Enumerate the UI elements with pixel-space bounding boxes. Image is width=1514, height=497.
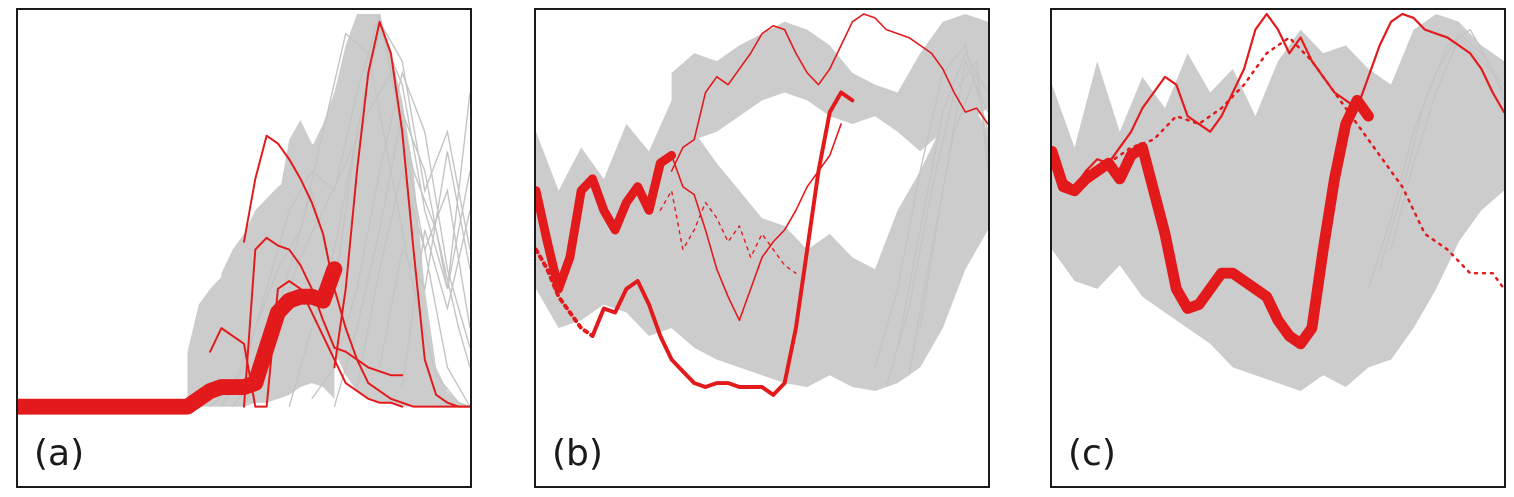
chart-a-context-line-7 xyxy=(356,168,470,388)
chart-a-context-line-5 xyxy=(311,70,470,400)
chart-b-highlight-line-4 xyxy=(670,123,842,322)
chart-b-context-line-4 xyxy=(919,58,988,329)
chart-a-context-line-9 xyxy=(401,210,470,388)
chart-b-context-line-3 xyxy=(908,70,988,376)
chart-a-highlight-line-3 xyxy=(243,236,404,408)
panel-label-c: (c) xyxy=(1068,433,1116,474)
chart-b-highlight-line-5 xyxy=(659,189,797,274)
chart-b-highlight-line-1 xyxy=(536,247,595,338)
chart-a-highlight-line-0 xyxy=(18,261,343,415)
panel-label-b: (b) xyxy=(552,433,603,474)
panel-b: (b) xyxy=(534,8,990,488)
chart-b-highlight-line-3 xyxy=(670,13,988,172)
panel-label-a: (a) xyxy=(34,433,85,474)
chart-b-highlight-line-0 xyxy=(536,150,677,294)
chart-a-highlight-line-1 xyxy=(333,20,470,408)
chart-b-context-line-1 xyxy=(885,59,988,388)
chart-a-context-line-6 xyxy=(333,92,470,407)
chart-c-band-0 xyxy=(1052,13,1504,391)
chart-c-context-line-1 xyxy=(1379,28,1504,270)
panel-c: (c) xyxy=(1050,8,1506,488)
chart-b xyxy=(536,13,988,397)
chart-c xyxy=(1052,12,1504,391)
chart-b-highlight-line-2 xyxy=(590,90,855,397)
panel-a: (a) xyxy=(16,8,472,488)
chart-a xyxy=(18,13,470,415)
chart-b-band-1 xyxy=(671,13,988,164)
chart-b-context-line-2 xyxy=(896,51,988,348)
chart-c-highlight-line-1 xyxy=(1052,12,1504,188)
chart-a-context-line-8 xyxy=(378,151,470,368)
chart-c-context-line-2 xyxy=(1390,36,1504,250)
chart-b-band-0 xyxy=(536,92,988,391)
chart-a-highlight-line-4 xyxy=(209,280,404,408)
chart-c-highlight-line-2 xyxy=(1084,36,1504,291)
chart-c-highlight-line-0 xyxy=(1052,94,1374,350)
